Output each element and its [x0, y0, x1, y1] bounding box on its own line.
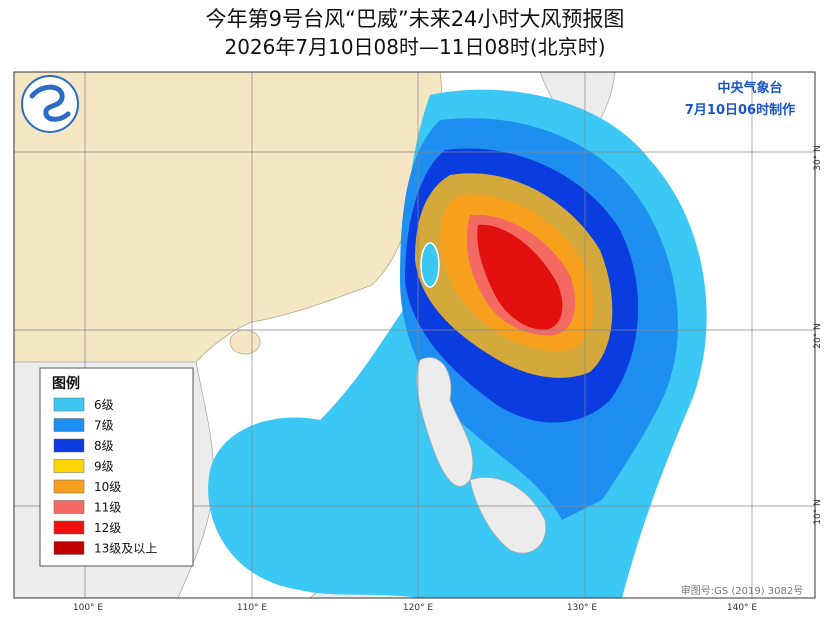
- wind-area-12: [477, 224, 563, 330]
- map-area: [14, 72, 815, 598]
- legend-swatch: [53, 541, 85, 555]
- latitude-label: 10° N: [813, 499, 823, 525]
- legend-label: 12级: [94, 521, 121, 535]
- issued-time: 7月10日06时制作: [685, 102, 795, 118]
- legend-label: 11级: [94, 501, 121, 515]
- map-frame: [13, 71, 816, 599]
- legend-label: 7级: [94, 419, 114, 433]
- subtitle: 2026年7月10日08时—11日08时(北京时): [224, 35, 605, 59]
- latitude-label: 20° N: [813, 323, 823, 349]
- longitude-label: 140° E: [727, 603, 758, 613]
- land-mindanao: [469, 477, 547, 554]
- agency: 中央气象台: [717, 80, 782, 96]
- longitude-label: 120° E: [403, 603, 434, 613]
- legend-label: 8级: [94, 439, 114, 453]
- legend-swatch: [53, 479, 85, 494]
- island-hainan: [229, 329, 261, 355]
- legend-swatch: [53, 520, 85, 535]
- legend: 图例 6级 7级 8级 9级 10级 11级 12级 13级及以上: [39, 367, 194, 567]
- legend-swatch: [53, 418, 85, 432]
- latitude-label: 30° N: [813, 145, 823, 171]
- title: 今年第9号台风“巴威”未来24小时大风预报图: [206, 7, 625, 31]
- legend-label: 13级及以上: [94, 542, 157, 556]
- legend-swatch: [53, 397, 85, 412]
- logo: [21, 75, 79, 133]
- island-taiwan: [420, 242, 440, 288]
- legend-swatch: [53, 459, 85, 473]
- longitude-label: 110° E: [237, 603, 268, 613]
- legend-label: 6级: [94, 398, 114, 412]
- map-credit: 审图号:GS (2019) 3082号: [681, 584, 804, 597]
- legend-label: 9级: [94, 460, 114, 474]
- longitude-label: 100° E: [73, 603, 104, 613]
- legend-swatch: [53, 438, 85, 453]
- legend-title: 图例: [52, 375, 80, 392]
- legend-swatch: [53, 500, 85, 514]
- legend-label: 10级: [94, 480, 121, 494]
- longitude-label: 130° E: [567, 603, 598, 613]
